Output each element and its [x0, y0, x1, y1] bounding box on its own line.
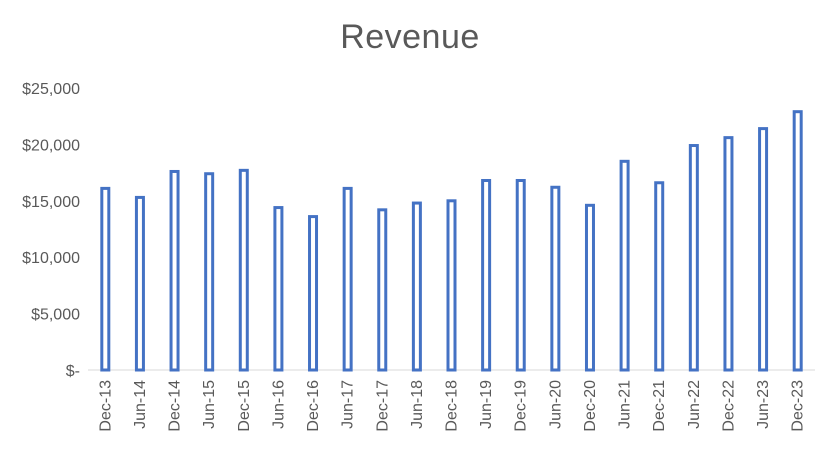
- bar-jun-23: [758, 127, 769, 372]
- bar-jun-21: [619, 159, 630, 372]
- bar-jun-17: [342, 186, 353, 372]
- chart-title: Revenue: [340, 18, 480, 56]
- y-axis: $- $5,000 $10,000 $15,000 $20,000 $25,000: [22, 81, 80, 380]
- x-tick-label: Dec-14: [167, 380, 184, 432]
- bar-dec-16: [308, 215, 319, 372]
- y-tick-label: $15,000: [22, 194, 80, 211]
- y-tick-label: $-: [66, 363, 80, 380]
- x-tick-label: Dec-23: [790, 380, 807, 432]
- bar-dec-14: [169, 169, 180, 372]
- bar-dec-19: [515, 178, 526, 372]
- bar-dec-17: [377, 208, 388, 372]
- y-tick-label: $25,000: [22, 81, 80, 98]
- bar-jun-22: [688, 144, 699, 372]
- x-tick-label: Jun-16: [270, 380, 287, 429]
- y-tick-label: $10,000: [22, 250, 80, 267]
- x-tick-label: Dec-21: [651, 380, 668, 432]
- x-tick-label: Dec-20: [582, 380, 599, 432]
- x-tick-label: Dec-17: [374, 380, 391, 432]
- x-tick-label: Jun-15: [201, 380, 218, 429]
- bar-jun-19: [481, 178, 492, 372]
- x-tick-label: Dec-18: [444, 380, 461, 432]
- x-tick-label: Jun-18: [409, 380, 426, 429]
- bar-dec-21: [654, 181, 665, 372]
- x-tick-label: Dec-19: [513, 380, 530, 432]
- x-tick-label: Dec-13: [97, 380, 114, 432]
- x-tick-label: Jun-22: [686, 380, 703, 429]
- x-tick-label: Jun-14: [132, 380, 149, 429]
- x-tick-label: Dec-15: [236, 380, 253, 432]
- bar-dec-15: [238, 168, 249, 372]
- bar-dec-20: [584, 203, 595, 372]
- bar-jun-15: [204, 172, 215, 372]
- x-tick-label: Dec-16: [305, 380, 322, 432]
- bar-series: [88, 110, 815, 372]
- bar-dec-18: [446, 199, 457, 372]
- bar-jun-14: [134, 195, 145, 372]
- x-tick-label: Jun-19: [478, 380, 495, 429]
- y-tick-label: $20,000: [22, 137, 80, 154]
- y-tick-label: $5,000: [31, 307, 80, 324]
- bar-jun-18: [411, 201, 422, 372]
- x-tick-label: Jun-20: [547, 380, 564, 429]
- bar-dec-23: [792, 110, 803, 372]
- x-tick-label: Jun-23: [755, 380, 772, 429]
- bar-dec-13: [100, 186, 111, 372]
- bar-dec-22: [723, 136, 734, 372]
- x-tick-label: Jun-21: [617, 380, 634, 429]
- bar-jun-20: [550, 185, 561, 372]
- x-tick-label: Jun-17: [340, 380, 357, 429]
- bar-jun-16: [273, 206, 284, 372]
- x-tick-label: Dec-22: [720, 380, 737, 432]
- x-axis: Dec-13 Jun-14 Dec-14 Jun-15 Dec-15 Jun-16 Dec-…: [97, 380, 806, 432]
